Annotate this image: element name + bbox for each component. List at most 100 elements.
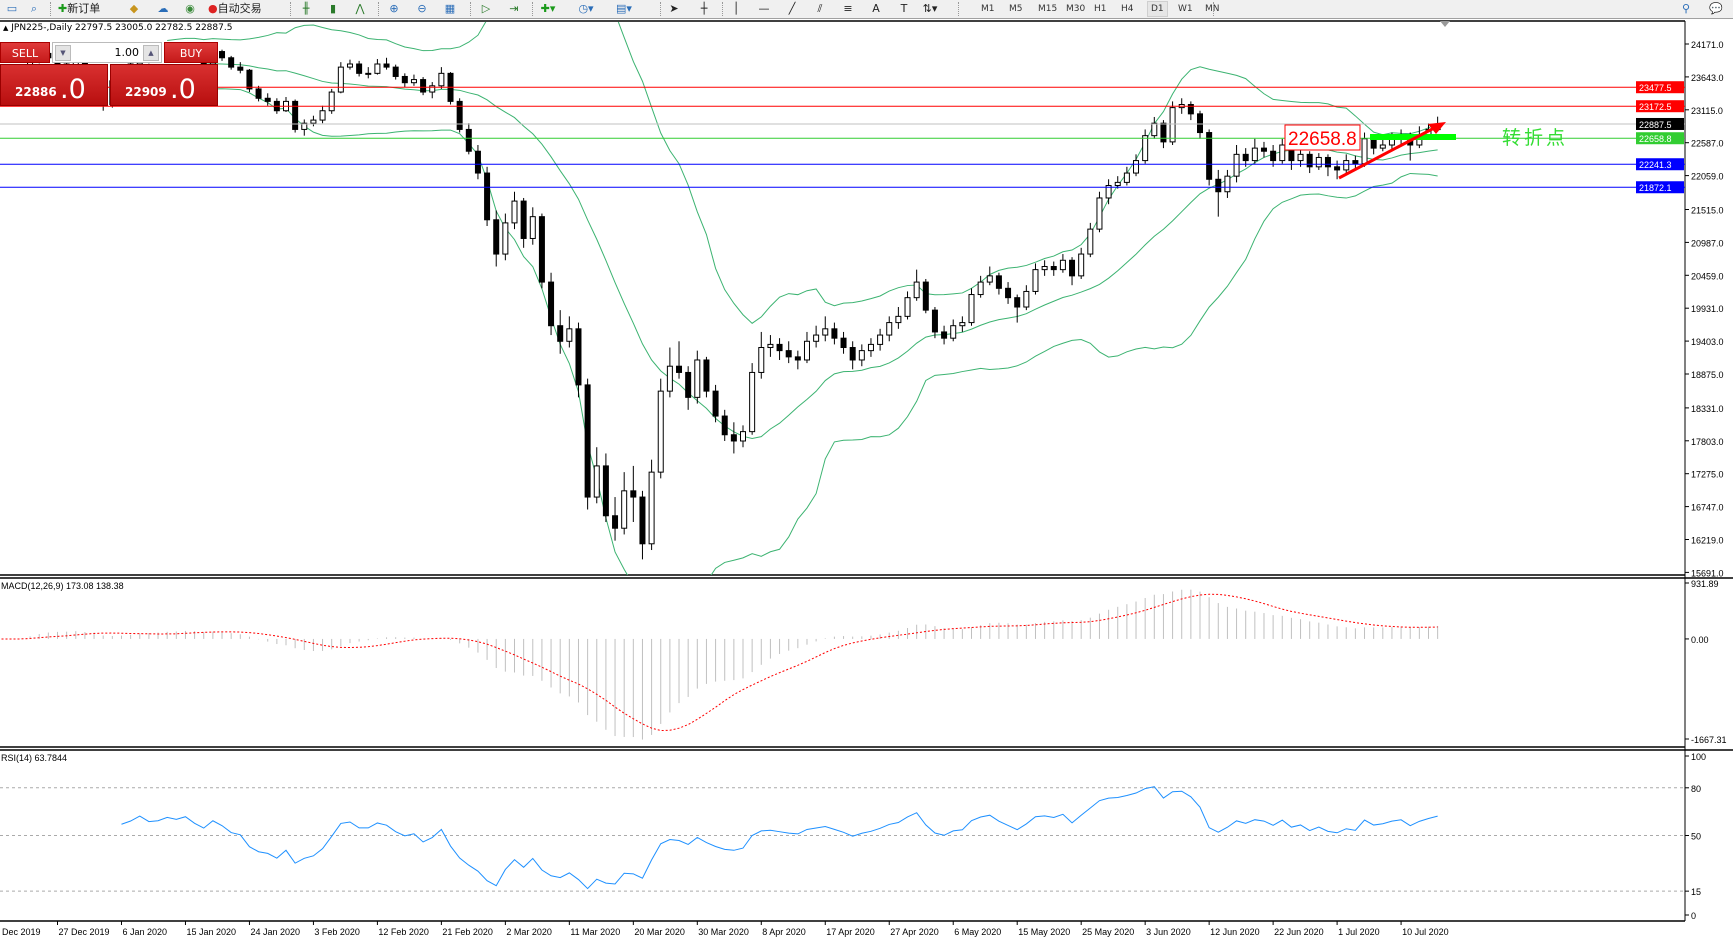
candle xyxy=(1142,129,1149,164)
chat-icon[interactable]: 💬 xyxy=(1709,2,1723,15)
chart-shift-icon[interactable]: ⇥ xyxy=(509,2,519,15)
zoom-search-icon[interactable]: ⌕ xyxy=(30,2,38,15)
candle-body-bull xyxy=(593,465,600,498)
candle-body-bull xyxy=(429,85,436,93)
cloud-icon[interactable]: ☁ xyxy=(157,2,169,15)
cursor-icon[interactable]: ➤ xyxy=(669,2,679,15)
date-tick-label: 17 Apr 2020 xyxy=(826,927,875,937)
timeframe-m15[interactable]: M15 xyxy=(1038,4,1058,14)
tile-windows-icon[interactable]: ▦ xyxy=(444,2,456,15)
date-tick-label: 6 May 2020 xyxy=(954,927,1001,937)
buy-price-box[interactable]: 22909 .0 xyxy=(110,64,218,106)
collapse-triangle-icon[interactable]: ▲ xyxy=(3,24,9,32)
candle xyxy=(776,338,783,360)
price-tick-label: 20459.0 xyxy=(1691,271,1724,281)
vertical-line-icon[interactable]: │ xyxy=(732,2,740,15)
candle-body-bull xyxy=(895,315,902,324)
date-tick-label: 21 Feb 2020 xyxy=(442,927,493,937)
candle-body-bear xyxy=(246,69,253,90)
candle xyxy=(1251,138,1258,164)
lot-size-field[interactable]: ▼ 1.00 ▲ xyxy=(52,42,162,63)
periods-clock-icon[interactable]: ◷▾ xyxy=(578,2,594,15)
templates-icon[interactable]: ▤▾ xyxy=(616,2,632,15)
sell-price-box[interactable]: 22886 .0 xyxy=(0,64,108,106)
candle xyxy=(703,356,710,398)
text-label-icon[interactable]: T xyxy=(900,2,908,15)
chart-shift-marker[interactable] xyxy=(1440,21,1450,27)
candle xyxy=(365,67,372,79)
timeframe-d1[interactable]: D1 xyxy=(1147,1,1168,17)
candle-body-bull xyxy=(959,322,966,327)
candle-body-bull xyxy=(694,359,701,398)
timeframe-m30[interactable]: M30 xyxy=(1066,4,1086,14)
new-order-button[interactable]: ✚新订单 xyxy=(58,1,100,17)
timeframe-w1[interactable]: W1 xyxy=(1178,4,1193,14)
price-line-label-bg xyxy=(1636,100,1684,113)
turning-point-text: 转折点 xyxy=(1502,127,1568,149)
sell-button[interactable]: SELL xyxy=(0,42,50,63)
bar-chart-icon[interactable]: ╫ xyxy=(302,2,310,15)
price-tick-label: 16747.0 xyxy=(1691,503,1724,513)
candle-body-bull xyxy=(1041,266,1048,271)
channel-icon[interactable]: ⫽ xyxy=(817,2,823,15)
toolbar-divider xyxy=(532,2,533,16)
candle xyxy=(1114,176,1121,189)
price-label-box[interactable] xyxy=(1284,124,1361,151)
trend-arrow-head xyxy=(1428,122,1446,134)
candle-body-bull xyxy=(813,334,820,342)
candle-body-bull xyxy=(904,297,911,317)
candle xyxy=(849,341,856,370)
candle xyxy=(502,213,509,261)
timeframe-m5[interactable]: M5 xyxy=(1009,4,1023,14)
timeframe-h1[interactable]: H1 xyxy=(1094,4,1107,14)
crosshair-icon[interactable]: ┼ xyxy=(700,2,708,15)
candle-body-bull xyxy=(1096,197,1103,230)
horizontal-line-icon[interactable]: — xyxy=(758,2,770,15)
candle xyxy=(740,425,746,448)
candle xyxy=(959,316,966,332)
candle xyxy=(319,105,326,124)
date-tick-label: 11 Mar 2020 xyxy=(570,927,620,937)
rsi-tick-label: 80 xyxy=(1691,784,1701,794)
rsi-tick-label: 100 xyxy=(1691,752,1706,762)
candle-body-bull xyxy=(365,72,372,75)
date-tick-label: 6 Jan 2020 xyxy=(122,927,167,937)
candle-body-bull xyxy=(374,63,381,74)
candle xyxy=(511,191,518,230)
zoom-out-icon[interactable]: ⊖ xyxy=(417,2,427,15)
lot-decrease-icon[interactable]: ▼ xyxy=(55,45,71,61)
timeframe-h4[interactable]: H4 xyxy=(1121,4,1134,14)
line-chart-icon[interactable]: ⋀ xyxy=(355,2,365,15)
fibonacci-icon[interactable]: ≡ xyxy=(843,2,853,15)
text-icon[interactable]: A xyxy=(872,2,880,15)
price-tick-label: 20987.0 xyxy=(1691,238,1724,248)
buy-button[interactable]: BUY xyxy=(164,42,218,63)
lot-increase-icon[interactable]: ▲ xyxy=(143,45,159,61)
signal-icon[interactable]: ◉ xyxy=(185,2,195,15)
candle-body-bull xyxy=(301,122,308,130)
history-icon[interactable]: ◆ xyxy=(129,2,139,15)
window-icon[interactable]: ▭ xyxy=(6,2,18,15)
candle-body-bull xyxy=(1105,185,1112,199)
arrows-icon[interactable]: ⇅▾ xyxy=(922,2,938,15)
auto-trading-button[interactable]: ●自动交易 xyxy=(208,1,262,17)
candle xyxy=(1151,116,1158,139)
candlestick-icon[interactable]: ▮ xyxy=(329,2,337,15)
indicators-icon[interactable]: ✚▾ xyxy=(540,2,556,15)
zoom-in-icon[interactable]: ⊕ xyxy=(389,2,399,15)
candle-body-bear xyxy=(474,150,481,174)
lot-value[interactable]: 1.00 xyxy=(114,46,140,59)
annotations: 22658.8 转折点 xyxy=(1284,122,1568,180)
candle-body-bear xyxy=(630,490,637,498)
candle xyxy=(767,335,774,357)
candle-body-bull xyxy=(346,63,353,68)
support-green-bar[interactable] xyxy=(1370,134,1456,140)
timeframe-mn[interactable]: MN xyxy=(1205,4,1220,14)
trend-arrow-line[interactable] xyxy=(1338,125,1437,180)
trendline-icon[interactable]: ╱ xyxy=(788,2,796,15)
search-icon[interactable]: ⚲ xyxy=(1681,2,1691,15)
price-line-label: 23172.5 xyxy=(1639,102,1672,112)
autoscroll-icon[interactable]: ▷ xyxy=(481,2,491,15)
timeframe-m1[interactable]: M1 xyxy=(981,4,995,14)
